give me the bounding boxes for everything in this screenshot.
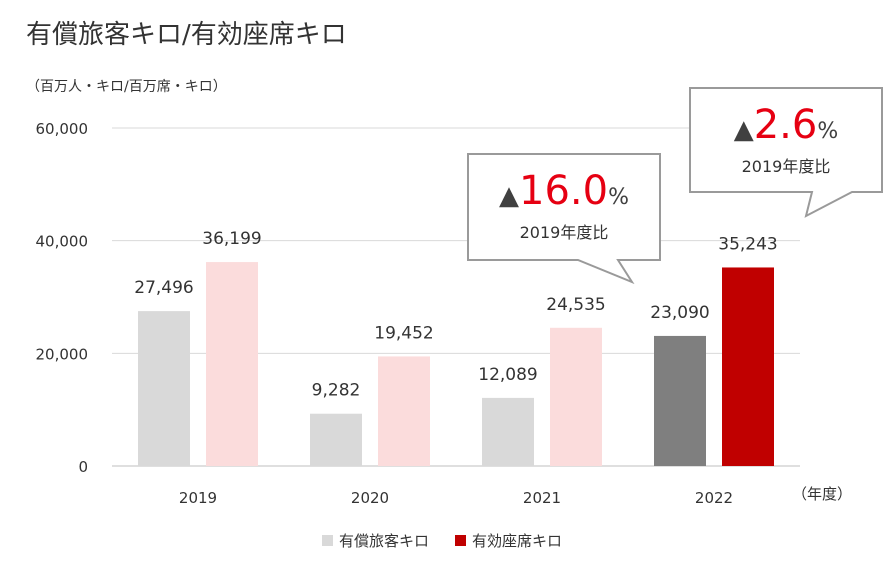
data-label-passenger-km: 27,496 [134,278,193,298]
callout-value-1: ▲16.0% [499,168,629,214]
legend-label-seat-km: 有効座席キロ [472,532,563,550]
chart-title: 有償旅客キロ/有効座席キロ [26,20,347,50]
data-label-seat-km: 19,452 [374,323,433,343]
legend-item-passenger-km: 有償旅客キロ [322,530,429,551]
callout-box-2 [689,87,883,218]
bar-passenger-km [654,335,706,466]
data-label-passenger-km: 23,090 [650,303,709,323]
x-unit-label: （年度） [792,485,853,503]
legend-swatch-passenger-km [322,535,333,546]
data-label-passenger-km: 12,089 [478,365,537,385]
bar-passenger-km [138,311,190,466]
data-label-seat-km: 35,243 [718,234,777,254]
x-tick-label: 2021 [523,489,561,507]
data-label-seat-km: 36,199 [202,229,261,249]
y-unit-label: （百万人・キロ/百万席・キロ） [26,79,227,95]
data-label-seat-km: 24,535 [546,295,605,315]
bar-seat-km [722,267,774,466]
y-tick-label: 0 [78,458,88,476]
x-tick-label: 2022 [695,489,733,507]
y-tick-label: 60,000 [36,120,89,138]
legend-label-passenger-km: 有償旅客キロ [339,532,430,550]
x-tick-label: 2019 [179,489,217,507]
legend: 有償旅客キロ 有効座席キロ [322,530,588,551]
bar-passenger-km [310,413,362,466]
legend-swatch-seat-km [455,535,467,546]
legend-item-seat-km: 有効座席キロ [455,530,562,551]
y-tick-label: 20,000 [36,345,89,363]
callout-value-2: ▲2.6% [734,102,839,148]
bar-seat-km [378,356,430,466]
bar-seat-km [550,327,602,466]
x-tick-label: 2020 [351,489,389,507]
callout-sub-2: 2019年度比 [742,157,831,176]
callout-sub-1: 2019年度比 [520,223,609,242]
bar-seat-km [206,262,258,466]
callout-box-1 [467,153,661,285]
bar-passenger-km [482,397,534,466]
y-tick-label: 40,000 [36,233,89,251]
data-label-passenger-km: 9,282 [312,381,361,401]
